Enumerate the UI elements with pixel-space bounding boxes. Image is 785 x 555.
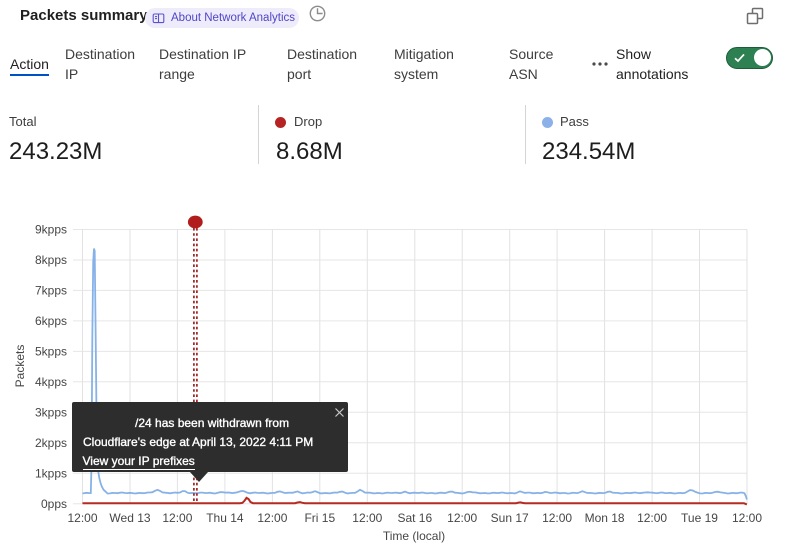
svg-text:12:00: 12:00 [257, 511, 287, 525]
svg-text:2kpps: 2kpps [35, 436, 67, 450]
svg-text:3kpps: 3kpps [35, 406, 67, 420]
svg-text:0pps: 0pps [41, 497, 67, 511]
svg-text:Packets: Packets [13, 345, 27, 388]
svg-text:12:00: 12:00 [352, 511, 382, 525]
svg-text:Fri 15: Fri 15 [304, 511, 335, 525]
svg-text:4kpps: 4kpps [35, 375, 67, 389]
svg-text:Time (local): Time (local) [383, 529, 445, 543]
svg-text:Wed 13: Wed 13 [109, 511, 150, 525]
svg-text:12:00: 12:00 [447, 511, 477, 525]
svg-text:8kpps: 8kpps [35, 253, 67, 267]
svg-text:12:00: 12:00 [542, 511, 572, 525]
svg-text:Sat 16: Sat 16 [397, 511, 432, 525]
svg-text:Mon 18: Mon 18 [585, 511, 625, 525]
svg-text:Thu 14: Thu 14 [206, 511, 244, 525]
svg-text:5kpps: 5kpps [35, 345, 67, 359]
svg-text:1kpps: 1kpps [35, 466, 67, 480]
svg-text:12:00: 12:00 [67, 511, 97, 525]
svg-text:12:00: 12:00 [637, 511, 667, 525]
svg-text:7kpps: 7kpps [35, 284, 67, 298]
svg-text:Sun 17: Sun 17 [491, 511, 529, 525]
svg-text:6kpps: 6kpps [35, 314, 67, 328]
svg-text:12:00: 12:00 [732, 511, 762, 525]
svg-text:12:00: 12:00 [162, 511, 192, 525]
svg-text:Tue 19: Tue 19 [681, 511, 718, 525]
svg-text:9kpps: 9kpps [35, 223, 67, 237]
